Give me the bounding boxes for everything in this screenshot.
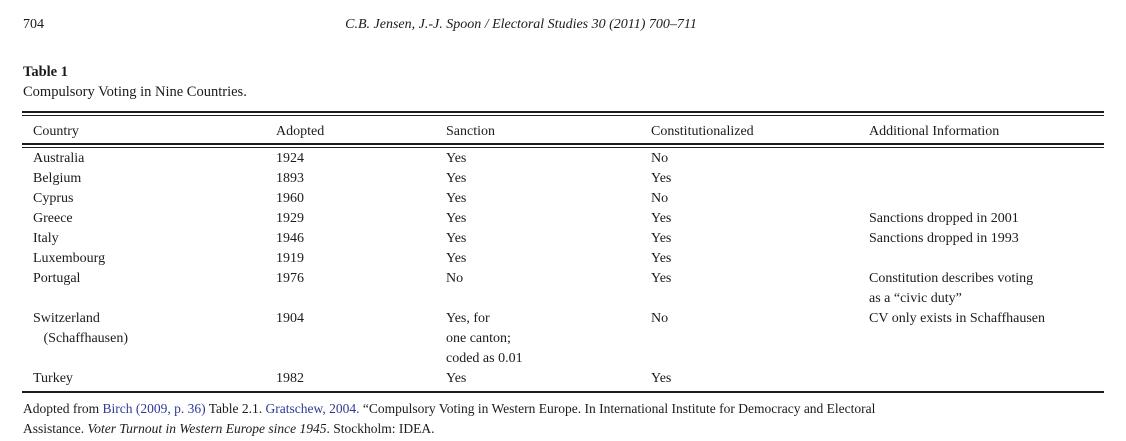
footnote-book-title: Voter Turnout in Western Europe since 19… [87,421,327,436]
cell-additional: CV only exists in Schaffhausen [869,311,1046,326]
cell-constitutionalized: No [651,311,669,326]
cell-country: Greece [33,211,73,226]
cell-sanction: No [446,271,464,286]
table-body: Australia 1924 Yes No Belgium 1893 Yes Y… [22,148,1104,391]
column-header-sanction: Sanction [446,124,495,139]
cell-country: Switzerland (Schaffhausen) [33,311,128,346]
table-label: Table 1 [23,64,68,80]
table-top-rule [22,111,1104,116]
citation-link-gratschew[interactable]: Gratschew, 2004. [265,401,360,416]
cell-adopted: 1904 [276,311,304,326]
cell-country: Luxembourg [33,251,106,266]
cell-constitutionalized: Yes [651,171,672,186]
table-row-luxembourg: Luxembourg 1919 Yes Yes [22,249,1104,269]
footnote-text: “Compulsory Voting in Western Europe. In… [359,401,876,416]
cell-additional: Sanctions dropped in 1993 [869,231,1019,246]
footnote-text: Adopted from [23,401,103,416]
cell-adopted: 1929 [276,211,304,226]
running-head: C.B. Jensen, J.-J. Spoon / Electoral Stu… [345,17,697,32]
cell-adopted: 1976 [276,271,304,286]
table-header-row: Country Adopted Sanction Constitutionali… [22,116,1104,143]
cell-adopted: 1946 [276,231,304,246]
cell-sanction: Yes [446,211,467,226]
footnote-text: Assistance. [23,421,88,436]
column-header-country: Country [33,124,79,139]
table-row-turkey: Turkey 1982 Yes Yes [22,369,1104,389]
citation-link-birch[interactable]: Birch (2009, p. 36) [102,401,206,416]
cell-country: Portugal [33,271,81,286]
cell-sanction: Yes [446,171,467,186]
cell-additional: Sanctions dropped in 2001 [869,211,1019,226]
cell-additional [858,149,1104,169]
cell-country: Australia [33,151,85,166]
cell-additional [858,249,1104,269]
column-header-constitutionalized: Constitutionalized [651,124,754,139]
table-header-rule [22,143,1104,148]
table-caption: Compulsory Voting in Nine Countries. [23,84,247,100]
cell-adopted: 1960 [276,191,304,206]
cell-adopted: 1919 [276,251,304,266]
table-bottom-rule [22,391,1104,393]
cell-constitutionalized: Yes [651,251,672,266]
cell-sanction: Yes [446,191,467,206]
table-row-greece: Greece 1929 Yes Yes Sanctions dropped in… [22,209,1104,229]
table-row-belgium: Belgium 1893 Yes Yes [22,169,1104,189]
cell-sanction: Yes [446,251,467,266]
cell-sanction: Yes, for one canton; coded as 0.01 [446,311,523,366]
table-row-italy: Italy 1946 Yes Yes Sanctions dropped in … [22,229,1104,249]
table-footnote: Adopted from Birch (2009, p. 36) Table 2… [23,399,1104,439]
table-row-switzerland: Switzerland (Schaffhausen) 1904 Yes, for… [22,309,1104,369]
cell-adopted: 1924 [276,151,304,166]
cell-constitutionalized: No [651,191,669,206]
page-header: 704 C.B. Jensen, J.-J. Spoon / Electoral… [0,16,1126,34]
cell-constitutionalized: No [651,151,669,166]
page-number: 704 [23,17,44,32]
cell-additional [858,369,1104,389]
cell-sanction: Yes [446,231,467,246]
cell-sanction: Yes [446,371,467,386]
cell-adopted: 1893 [276,171,304,186]
table-row-portugal: Portugal 1976 No Yes Constitution descri… [22,269,1104,309]
cell-constitutionalized: Yes [651,371,672,386]
cell-constitutionalized: Yes [651,211,672,226]
cell-country: Belgium [33,171,82,186]
cell-adopted: 1982 [276,371,304,386]
cell-sanction: Yes [446,151,467,166]
cell-country: Turkey [33,371,73,386]
cell-additional [858,189,1104,209]
table-row-australia: Australia 1924 Yes No [22,149,1104,169]
cell-constitutionalized: Yes [651,271,672,286]
cell-additional [858,169,1104,189]
column-header-adopted: Adopted [276,124,325,139]
column-header-additional-information: Additional Information [869,124,1000,139]
cell-country: Cyprus [33,191,74,206]
cell-constitutionalized: Yes [651,231,672,246]
table-row-cyprus: Cyprus 1960 Yes No [22,189,1104,209]
footnote-text: . Stockholm: IDEA. [326,421,435,436]
footnote-text: Table 2.1. [205,401,266,416]
cell-country: Italy [33,231,59,246]
cell-additional: Constitution describes voting as a “civi… [869,271,1034,306]
compulsory-voting-table: Country Adopted Sanction Constitutionali… [22,111,1104,393]
